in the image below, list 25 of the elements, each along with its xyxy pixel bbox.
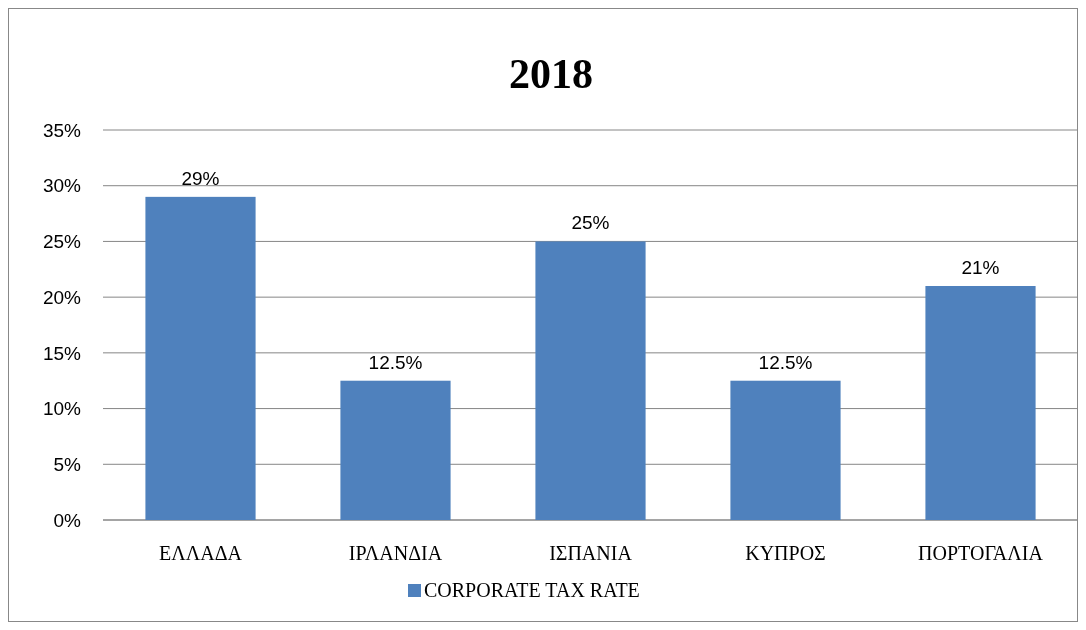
bar: [535, 241, 646, 520]
y-tick-label: 0%: [53, 509, 82, 531]
y-tick-label: 5%: [53, 453, 82, 475]
data-label: 25%: [571, 212, 610, 234]
chart-title: 2018: [509, 51, 593, 97]
x-tick-label: ΠΟΡΤΟΓΑΛΙΑ: [918, 542, 1044, 564]
data-label: 21%: [961, 257, 1000, 278]
legend-label: CORPORATE TAX RATE: [424, 579, 640, 601]
x-tick-label: ΙΣΠΑΝΙΑ: [549, 542, 633, 564]
bar: [730, 380, 841, 520]
y-tick-label: 25%: [42, 231, 82, 253]
data-label: 12.5%: [758, 351, 813, 373]
bar: [340, 380, 451, 520]
y-tick-label: 35%: [42, 119, 82, 141]
bar: [925, 286, 1036, 520]
data-label: 12.5%: [368, 351, 423, 373]
y-tick-label: 20%: [42, 286, 82, 308]
bar: [145, 196, 256, 520]
x-tick-label: ΚΥΠΡΟΣ: [745, 542, 826, 564]
x-tick-label: ΙΡΛΑΝΔΙΑ: [348, 542, 443, 564]
data-label: 29%: [181, 167, 220, 189]
y-tick-label: 15%: [42, 342, 82, 364]
y-tick-label: 30%: [42, 175, 82, 197]
y-tick-label: 10%: [42, 398, 82, 420]
x-tick-label: ΕΛΛΑΔΑ: [159, 542, 243, 564]
